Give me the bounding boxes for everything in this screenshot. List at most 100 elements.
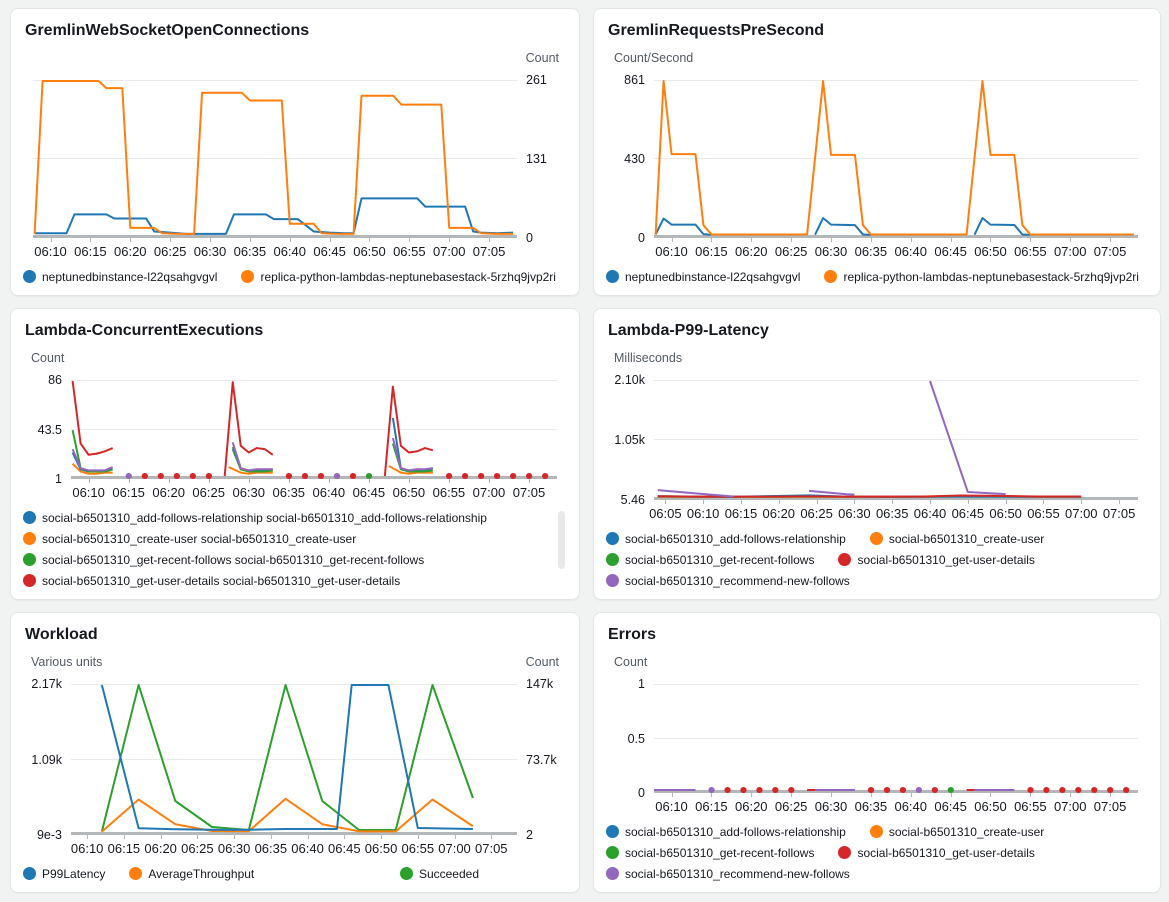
legend: P99Latency AverageThroughput Succeeded [23, 863, 567, 884]
series-line-purple[interactable] [73, 449, 113, 470]
legend-item[interactable]: replica-python-lambdas-neptunebasestack-… [241, 270, 556, 284]
x-axis-labels: 06:10 06:15 06:20 06:25 06:30 06:35 06:40 06:45… [71, 479, 557, 503]
series-line-purple[interactable] [930, 381, 1006, 494]
legend-scrollbar[interactable] [558, 511, 565, 569]
legend-row: social-b6501310_get-recent-follows socia… [23, 549, 567, 570]
legend-item[interactable]: neptunedbinstance-l22qsahgvgvl [23, 270, 217, 284]
x-tick-mark [870, 793, 872, 797]
series-line-red[interactable] [73, 381, 113, 455]
legend-item[interactable]: social-b6501310_create-user social-b6501… [23, 532, 356, 546]
legend-item[interactable]: social-b6501310_add-follows-relationship [606, 532, 846, 546]
x-tick-label: 06:10 [655, 244, 688, 259]
legend-group: social-b6501310_add-follows-relationship… [606, 532, 1044, 546]
line-chart[interactable] [33, 81, 517, 235]
x-tick-label: 06:10 [70, 841, 104, 856]
series-line-purple[interactable] [809, 491, 854, 495]
legend-item[interactable]: social-b6501310_create-user [869, 825, 1044, 839]
legend-item[interactable]: social-b6501310_get-recent-follows [606, 553, 814, 567]
legend-item[interactable]: social-b6501310_recommend-new-follows [606, 867, 850, 881]
line-chart[interactable] [654, 381, 1138, 497]
legend-item[interactable]: social-b6501310_get-recent-follows socia… [23, 553, 424, 567]
legend-item[interactable]: replica-python-lambdas-neptunebasestack-… [824, 270, 1139, 284]
plot-area[interactable] [654, 380, 1138, 500]
x-axis-row: 06:05 06:10 06:15 06:20 06:25 06:30 06:35 06:40… [606, 500, 1148, 524]
series-line-blue[interactable] [656, 219, 712, 235]
plot-area[interactable] [71, 380, 557, 479]
series-line-orange[interactable] [73, 464, 113, 474]
legend-color-icon [23, 511, 36, 524]
plot-area[interactable] [71, 684, 517, 835]
x-tick-mark [791, 793, 793, 797]
x-tick-label: 06:45 [328, 841, 361, 856]
legend-item[interactable]: AverageThroughput [129, 867, 254, 881]
series-line-red[interactable] [225, 382, 273, 476]
legend-item[interactable]: social-b6501310_recommend-new-follows [606, 574, 850, 588]
y-axis-right-ticks [1138, 684, 1148, 793]
legend-label: social-b6501310_get-user-details [857, 845, 1035, 860]
legend-item[interactable]: Succeeded [399, 867, 479, 881]
x-tick-mark [930, 500, 932, 504]
legend: neptunedbinstance-l22qsahgvgvl replica-py… [23, 266, 567, 287]
legend-item[interactable]: neptunedbinstance-l22qsahgvgvl [606, 270, 800, 284]
legend-item[interactable]: social-b6501310_add-follows-relationship… [23, 511, 487, 525]
plot-area[interactable] [654, 684, 1138, 793]
series-line-orange[interactable] [389, 466, 433, 474]
x-tick-label: 06:40 [913, 506, 947, 521]
legend-color-icon [606, 532, 619, 545]
x-axis-row: 06:10 06:15 06:20 06:25 06:30 06:35 06:40 06:45… [23, 479, 567, 503]
line-chart[interactable] [654, 81, 1138, 235]
x-tick-mark [1070, 238, 1072, 242]
series-line-green[interactable] [102, 685, 473, 832]
legend-item[interactable]: social-b6501310_create-user [869, 532, 1044, 546]
series-line-green[interactable] [73, 430, 113, 471]
legend-color-icon [23, 532, 36, 545]
legend-item[interactable]: P99Latency [23, 867, 105, 881]
x-tick-mark [990, 238, 992, 242]
series-line-blue[interactable] [975, 218, 1031, 235]
series-line-orange[interactable] [656, 81, 1134, 235]
line-chart[interactable] [654, 685, 1138, 790]
y-axis-right-ticks [557, 380, 567, 479]
x-axis-labels: 06:10 06:15 06:20 06:25 06:30 06:35 06:40 06:45… [33, 238, 517, 262]
series-line-orange[interactable] [35, 81, 513, 234]
legend-group: social-b6501310_get-user-details social-… [23, 574, 400, 588]
x-tick-label: 06:15 [695, 244, 728, 259]
line-chart[interactable] [71, 381, 557, 476]
x-tick-mark [90, 238, 92, 242]
x-tick-label: 06:35 [233, 244, 267, 259]
series-line-red[interactable] [385, 387, 433, 476]
x-tick-mark [50, 238, 52, 242]
legend: social-b6501310_add-follows-relationship… [606, 528, 1148, 591]
x-tick-label: 06:15 [112, 485, 145, 500]
widget-workload: Workload Various units Count 2.17k 1.09k 9… [10, 612, 580, 893]
legend-label: social-b6501310_get-recent-follows [625, 845, 815, 860]
x-tick-mark [234, 835, 236, 839]
x-tick-label: 07:00 [1053, 244, 1087, 259]
series-line-purple[interactable] [658, 490, 734, 496]
legend-item[interactable]: social-b6501310_get-user-details [838, 845, 1035, 860]
x-axis-labels: 06:10 06:15 06:20 06:25 06:30 06:35 06:40 06:45… [654, 238, 1138, 262]
plot-area[interactable] [654, 80, 1138, 238]
legend-item[interactable]: social-b6501310_get-user-details social-… [23, 574, 400, 588]
legend-color-icon [606, 553, 619, 566]
x-tick-mark [123, 835, 125, 839]
series-line-blue[interactable] [815, 218, 871, 235]
series-line-blue[interactable] [102, 685, 473, 830]
x-tick-label: 06:45 [313, 244, 346, 259]
series-line-orange[interactable] [102, 799, 473, 832]
legend-item[interactable]: social-b6501310_add-follows-relationship [606, 825, 846, 839]
legend-row: social-b6501310_add-follows-relationship… [23, 507, 567, 528]
line-chart[interactable] [71, 685, 517, 832]
legend-item[interactable]: social-b6501310_get-user-details [838, 553, 1035, 567]
x-tick-mark [1005, 500, 1007, 504]
series-line-purple[interactable] [393, 438, 433, 470]
legend-label: social-b6501310_add-follows-relationship [625, 824, 846, 839]
plot-area[interactable] [33, 80, 517, 238]
series-line-orange[interactable] [229, 467, 273, 474]
x-tick-label: 06:35 [875, 506, 909, 521]
series-line-blue[interactable] [35, 198, 513, 233]
legend-item[interactable]: social-b6501310_get-recent-follows [606, 846, 814, 860]
series-line-purple[interactable] [233, 442, 273, 470]
y-axis-right-ticks: 261 131 0 [517, 73, 567, 245]
